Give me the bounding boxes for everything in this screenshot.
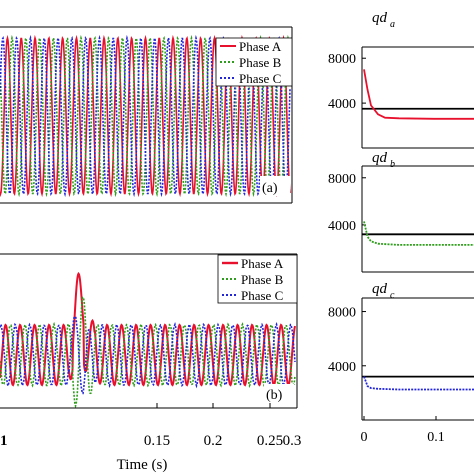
right-panel-x-ticks: 0 0.1 — [361, 416, 445, 445]
right-panel-y-tick-label: 8000 — [328, 306, 356, 321]
right-panel-a: qd a 8000 4000 — [328, 10, 474, 149]
right-panel-title: qd — [372, 281, 388, 297]
panel-b-legend: Phase A Phase B Phase C — [217, 254, 298, 304]
right-panel-y-tick-label: 8000 — [328, 52, 356, 67]
right-panel-y-tick-label: 4000 — [328, 219, 356, 234]
panel-a-legend: Phase A Phase B Phase C — [215, 37, 293, 87]
right-panel-title-sub: a — [390, 19, 395, 30]
right-panel-title-sub: b — [390, 159, 395, 170]
right-panel-title-sub: c — [390, 290, 395, 301]
right-panel-series — [363, 221, 474, 246]
panel-a-series-phase-c — [0, 34, 291, 198]
right-panel-y-tick-label: 8000 — [328, 172, 356, 187]
panel-b-x-tick-label: 0.2 — [204, 433, 223, 449]
panel-b-legend-phase-b: Phase B — [241, 272, 284, 287]
right-panel-b: qd b 8000 4000 — [328, 150, 474, 273]
right-panel-title: qd — [372, 10, 388, 26]
panel-b-series-phase-a — [0, 271, 296, 387]
panel-a-legend-phase-c: Phase C — [239, 71, 281, 86]
panel-b-x-ticks: 0.15 0.2 0.25 0.3 — [144, 403, 302, 449]
panel-b-x-tick-label: 0.3 — [283, 433, 302, 449]
right-panel-y-tick-label: 4000 — [328, 360, 356, 375]
panel-b-x-tick-partial: 1 — [0, 433, 8, 449]
panel-b-label: (b) — [266, 388, 283, 403]
panel-a: Phase A Phase B Phase C (a) — [0, 26, 293, 204]
panel-b-series-phase-b — [0, 295, 296, 409]
panel-a-legend-phase-a: Phase A — [239, 39, 282, 54]
panel-b-x-tick-label: 0.15 — [144, 433, 170, 449]
panel-a-label: (a) — [262, 181, 278, 196]
right-panel-series — [363, 376, 474, 391]
panel-b-label-bg — [264, 384, 294, 404]
panel-b-x-tick-label: 0.25 — [257, 433, 283, 449]
panel-b-waves — [0, 271, 296, 409]
panel-a-legend-phase-b: Phase B — [239, 55, 282, 70]
panel-b-legend-phase-a: Phase A — [241, 256, 284, 271]
panel-b: Phase A Phase B Phase C (b) 0.15 0.2 0.25 0… — [0, 253, 302, 473]
right-panel-x-tick-label: 0.1 — [427, 430, 445, 445]
panel-b-legend-phase-c: Phase C — [241, 288, 283, 303]
right-panel-title: qd — [372, 150, 388, 166]
panel-a-label-bg — [260, 176, 290, 196]
right-panel-c: qd c 8000 4000 — [328, 281, 474, 421]
right-panel-y-tick-label: 4000 — [328, 97, 356, 112]
right-panel-x-tick-label: 0 — [361, 430, 368, 445]
panel-b-x-axis-label: Time (s) — [117, 457, 168, 473]
panel-b-series-phase-c — [0, 315, 296, 395]
right-panel-series — [363, 69, 474, 120]
